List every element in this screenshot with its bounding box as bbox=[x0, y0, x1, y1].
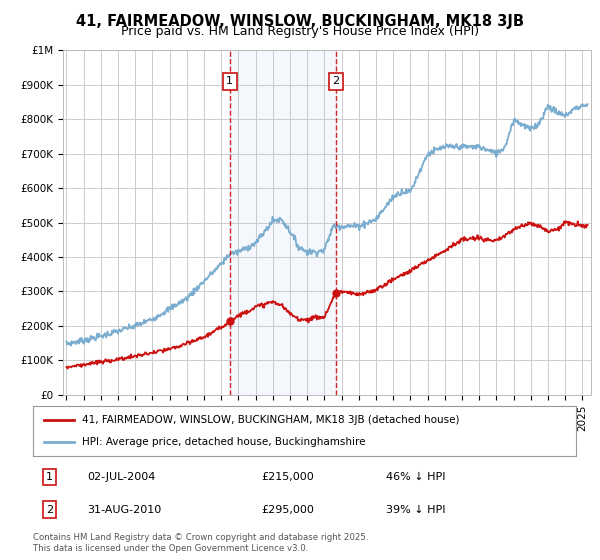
Text: £215,000: £215,000 bbox=[261, 472, 314, 482]
Text: 46% ↓ HPI: 46% ↓ HPI bbox=[386, 472, 445, 482]
Text: 41, FAIRMEADOW, WINSLOW, BUCKINGHAM, MK18 3JB (detached house): 41, FAIRMEADOW, WINSLOW, BUCKINGHAM, MK1… bbox=[82, 415, 460, 425]
Text: Price paid vs. HM Land Registry's House Price Index (HPI): Price paid vs. HM Land Registry's House … bbox=[121, 25, 479, 38]
Text: 31-AUG-2010: 31-AUG-2010 bbox=[88, 505, 161, 515]
Text: 2: 2 bbox=[46, 505, 53, 515]
Text: 39% ↓ HPI: 39% ↓ HPI bbox=[386, 505, 445, 515]
Text: 1: 1 bbox=[226, 76, 233, 86]
Text: £295,000: £295,000 bbox=[261, 505, 314, 515]
Bar bbox=[230, 50, 336, 395]
Text: 1: 1 bbox=[46, 472, 53, 482]
Text: Contains HM Land Registry data © Crown copyright and database right 2025.
This d: Contains HM Land Registry data © Crown c… bbox=[33, 533, 368, 553]
Text: 41, FAIRMEADOW, WINSLOW, BUCKINGHAM, MK18 3JB: 41, FAIRMEADOW, WINSLOW, BUCKINGHAM, MK1… bbox=[76, 14, 524, 29]
Text: 02-JUL-2004: 02-JUL-2004 bbox=[88, 472, 155, 482]
Text: HPI: Average price, detached house, Buckinghamshire: HPI: Average price, detached house, Buck… bbox=[82, 437, 365, 447]
Text: 2: 2 bbox=[332, 76, 340, 86]
